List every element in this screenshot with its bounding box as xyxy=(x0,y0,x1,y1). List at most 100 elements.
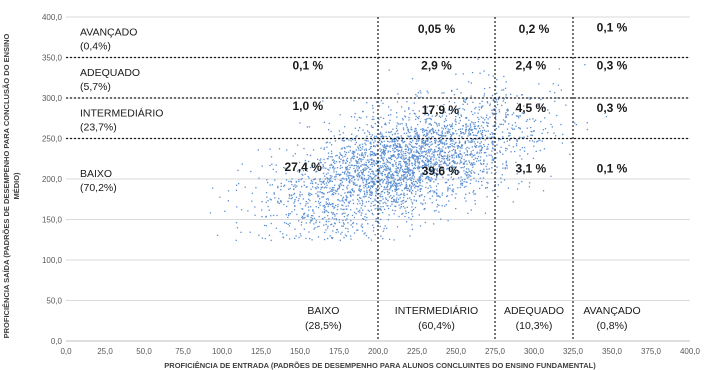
data-point xyxy=(464,160,466,163)
data-point xyxy=(451,138,454,140)
data-point xyxy=(432,190,434,192)
data-point xyxy=(401,189,403,192)
data-point xyxy=(407,135,409,137)
data-point xyxy=(401,149,403,151)
data-point xyxy=(440,151,442,153)
data-point xyxy=(448,138,451,140)
data-point xyxy=(302,217,304,219)
data-point xyxy=(458,128,460,131)
data-point xyxy=(443,158,445,160)
data-point xyxy=(422,139,425,142)
data-point xyxy=(277,200,279,203)
data-point xyxy=(305,200,307,203)
data-point xyxy=(521,180,523,183)
data-point xyxy=(356,194,359,196)
data-point xyxy=(443,155,445,157)
data-point xyxy=(401,140,403,142)
data-point xyxy=(471,153,473,156)
data-point xyxy=(397,157,399,159)
data-point xyxy=(470,140,473,142)
data-point xyxy=(287,216,289,219)
data-point xyxy=(285,205,288,208)
data-point xyxy=(441,135,443,137)
data-point xyxy=(416,166,419,169)
data-point xyxy=(433,149,436,151)
data-point xyxy=(403,155,405,157)
data-point xyxy=(397,182,400,185)
data-point xyxy=(466,103,469,105)
data-point xyxy=(341,184,343,186)
data-point xyxy=(411,162,413,165)
data-point xyxy=(394,188,396,191)
data-point xyxy=(414,113,416,115)
data-point xyxy=(411,176,413,178)
y-tick-label: 200,0 xyxy=(42,175,63,184)
data-point xyxy=(458,140,461,142)
data-point xyxy=(423,128,425,131)
data-point xyxy=(429,180,431,182)
data-point xyxy=(429,197,431,200)
data-point xyxy=(467,135,469,137)
data-point xyxy=(392,185,394,187)
data-point xyxy=(334,189,336,192)
data-point xyxy=(400,166,402,169)
data-point xyxy=(277,186,279,189)
data-point xyxy=(335,218,337,220)
data-point xyxy=(369,142,371,144)
data-point xyxy=(268,234,271,236)
band-labels: AVANÇADO(0,4%)ADEQUADO(5,7%)INTERMEDIÁRI… xyxy=(80,21,641,332)
data-point xyxy=(346,175,348,177)
data-point xyxy=(343,208,345,211)
data-point xyxy=(401,139,404,141)
data-point xyxy=(441,143,444,145)
data-point xyxy=(399,184,401,186)
data-point xyxy=(303,163,305,166)
data-point xyxy=(389,131,391,134)
data-point xyxy=(394,132,396,134)
data-point xyxy=(332,167,334,169)
data-point xyxy=(379,131,382,134)
data-point xyxy=(417,161,419,164)
data-point xyxy=(413,180,415,183)
data-point xyxy=(378,187,381,189)
data-point xyxy=(407,151,409,154)
data-point xyxy=(324,178,327,180)
data-point xyxy=(330,152,333,155)
data-point xyxy=(396,183,398,185)
data-point xyxy=(341,178,343,180)
x-tick-label: 200,0 xyxy=(368,347,389,356)
data-point xyxy=(417,186,419,188)
data-point xyxy=(445,163,447,165)
data-point xyxy=(480,141,482,143)
data-point xyxy=(336,229,339,231)
data-point xyxy=(495,92,498,94)
data-point xyxy=(325,198,328,200)
data-point xyxy=(224,210,226,212)
data-point xyxy=(373,137,375,139)
data-point xyxy=(474,203,476,205)
data-point xyxy=(397,201,399,203)
y-axis-title-line1: PROFICIÊNCIA SAÍDA (PADRÕES DE DESEMPENH… xyxy=(2,33,11,338)
data-point xyxy=(321,181,323,183)
data-point xyxy=(328,122,331,125)
data-point xyxy=(446,164,448,167)
data-point xyxy=(538,83,540,85)
data-point xyxy=(329,187,331,189)
data-point xyxy=(447,146,449,148)
data-point xyxy=(317,191,319,193)
data-point xyxy=(351,152,353,154)
data-point xyxy=(402,119,404,121)
data-point xyxy=(351,180,353,182)
data-point xyxy=(323,167,325,169)
data-point xyxy=(404,148,406,151)
data-point xyxy=(333,160,336,162)
data-point xyxy=(426,175,429,178)
data-point xyxy=(330,188,333,191)
data-point xyxy=(332,230,334,232)
data-point xyxy=(414,162,416,165)
data-point xyxy=(362,203,364,205)
data-point xyxy=(410,135,412,137)
data-point xyxy=(425,135,427,137)
data-point xyxy=(335,171,338,173)
data-point xyxy=(328,191,330,193)
